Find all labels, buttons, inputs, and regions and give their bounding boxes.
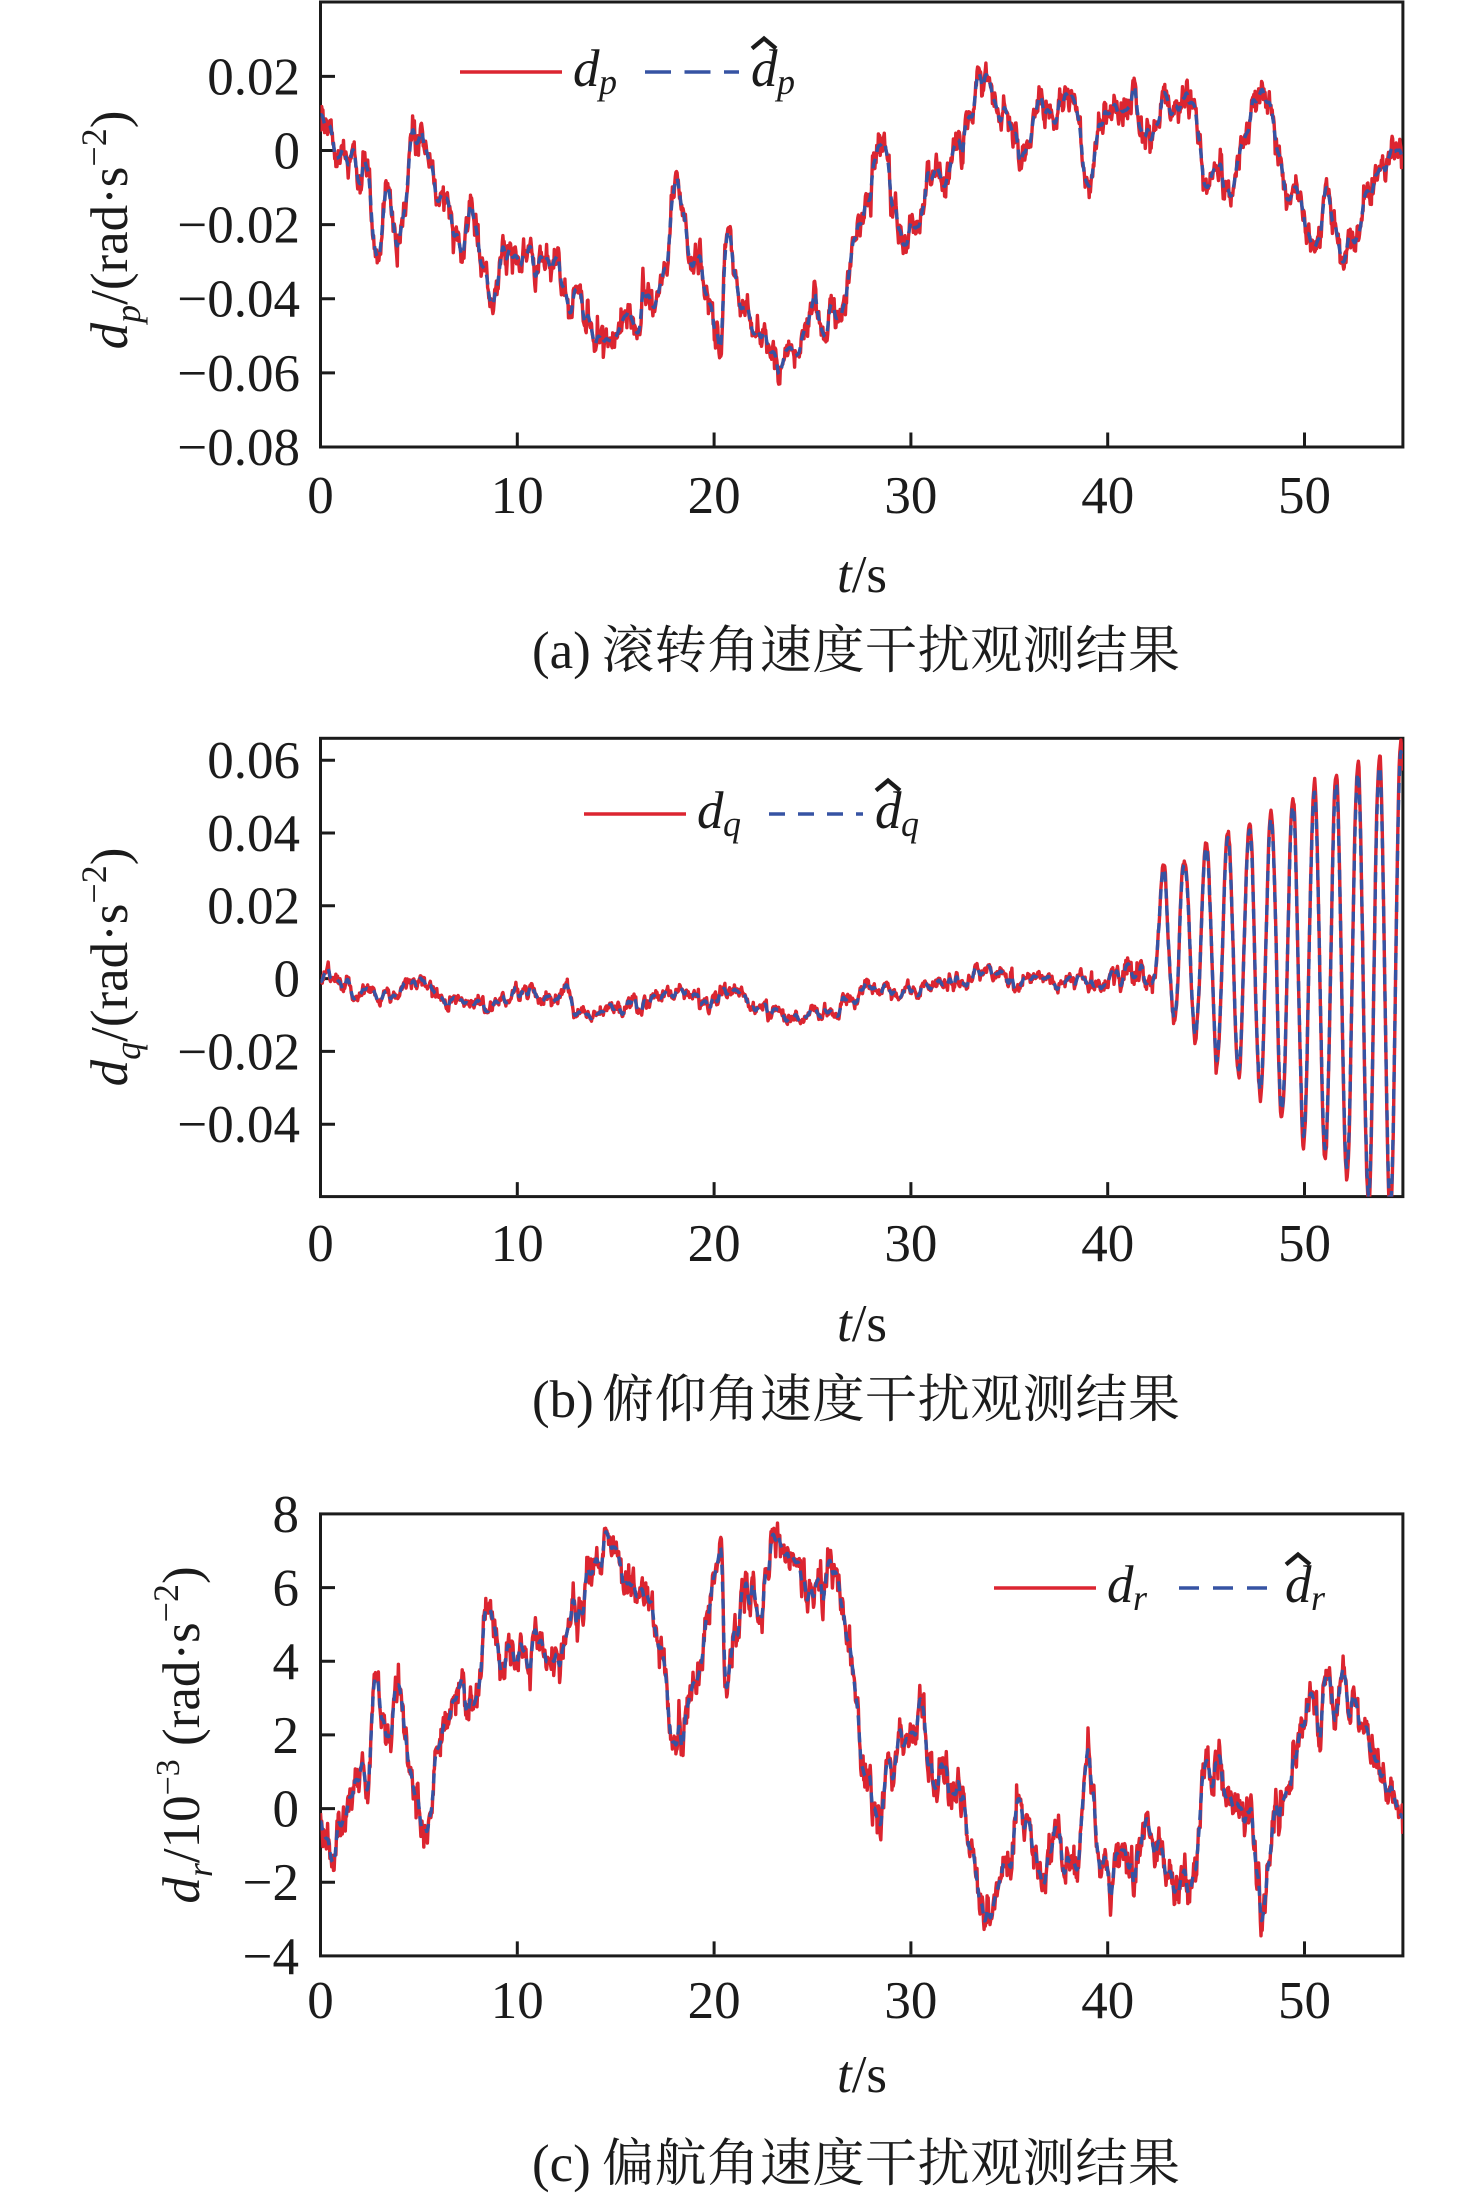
svg-text:6: 6 [273,1560,300,1618]
svg-text:0: 0 [274,951,301,1009]
svg-text:20: 20 [688,1972,741,2030]
svg-text:d: d [751,40,778,98]
svg-text:−0.08: −0.08 [177,419,300,477]
svg-text:t/s: t/s [837,546,887,604]
svg-text:(a): (a) [532,622,591,680]
svg-text:0.06: 0.06 [207,732,300,790]
svg-text:q: q [901,804,919,844]
svg-text:0.02: 0.02 [207,878,300,936]
svg-text:p: p [596,62,617,102]
svg-text:20: 20 [688,1215,741,1273]
svg-text:0.02: 0.02 [207,48,300,106]
svg-text:40: 40 [1081,1215,1134,1273]
svg-text:50: 50 [1278,467,1331,525]
svg-text:(b): (b) [532,1371,594,1429]
svg-text:d: d [875,782,902,840]
svg-text:−0.04: −0.04 [177,271,300,329]
svg-text:−0.02: −0.02 [177,1023,300,1081]
svg-text:−0.04: −0.04 [177,1096,300,1154]
svg-text:−4: −4 [243,1928,299,1986]
svg-text:p: p [774,62,795,102]
svg-text:0: 0 [273,1781,300,1839]
svg-text:−0.06: −0.06 [177,345,300,403]
svg-text:8: 8 [273,1486,300,1544]
svg-text:q: q [723,804,741,844]
svg-text:30: 30 [884,467,937,525]
svg-text:(c): (c) [532,2135,591,2193]
svg-text:10: 10 [491,467,544,525]
svg-text:50: 50 [1278,1215,1331,1273]
svg-text:0: 0 [307,1972,334,2030]
svg-text:d: d [1285,1556,1312,1614]
svg-text:40: 40 [1081,1972,1134,2030]
svg-text:10: 10 [491,1972,544,2030]
svg-text:0: 0 [274,122,301,180]
svg-text:10: 10 [491,1215,544,1273]
svg-text:−0.02: −0.02 [177,197,300,255]
svg-text:4: 4 [273,1633,300,1691]
svg-text:30: 30 [884,1215,937,1273]
svg-text:d: d [1107,1556,1134,1614]
svg-text:−2: −2 [243,1854,299,1912]
svg-text:40: 40 [1081,467,1134,525]
svg-text:dp/(rad·s−2): dp/(rad·s−2) [74,111,148,350]
svg-text:r: r [1311,1578,1326,1618]
svg-text:20: 20 [688,467,741,525]
svg-text:50: 50 [1278,1972,1331,2030]
svg-text:r: r [1133,1578,1148,1618]
svg-text:0: 0 [307,467,334,525]
svg-text:dr/10−3 (rad·s−2): dr/10−3 (rad·s−2) [146,1566,220,1903]
svg-text:dq/(rad·s−2): dq/(rad·s−2) [74,848,148,1087]
svg-text:30: 30 [884,1972,937,2030]
svg-text:0: 0 [307,1215,334,1273]
svg-text:d: d [573,40,600,98]
svg-text:0.04: 0.04 [207,805,300,863]
svg-text:t/s: t/s [837,1295,887,1353]
svg-text:d: d [697,782,724,840]
svg-text:t/s: t/s [837,2046,887,2104]
svg-text:2: 2 [273,1707,300,1765]
